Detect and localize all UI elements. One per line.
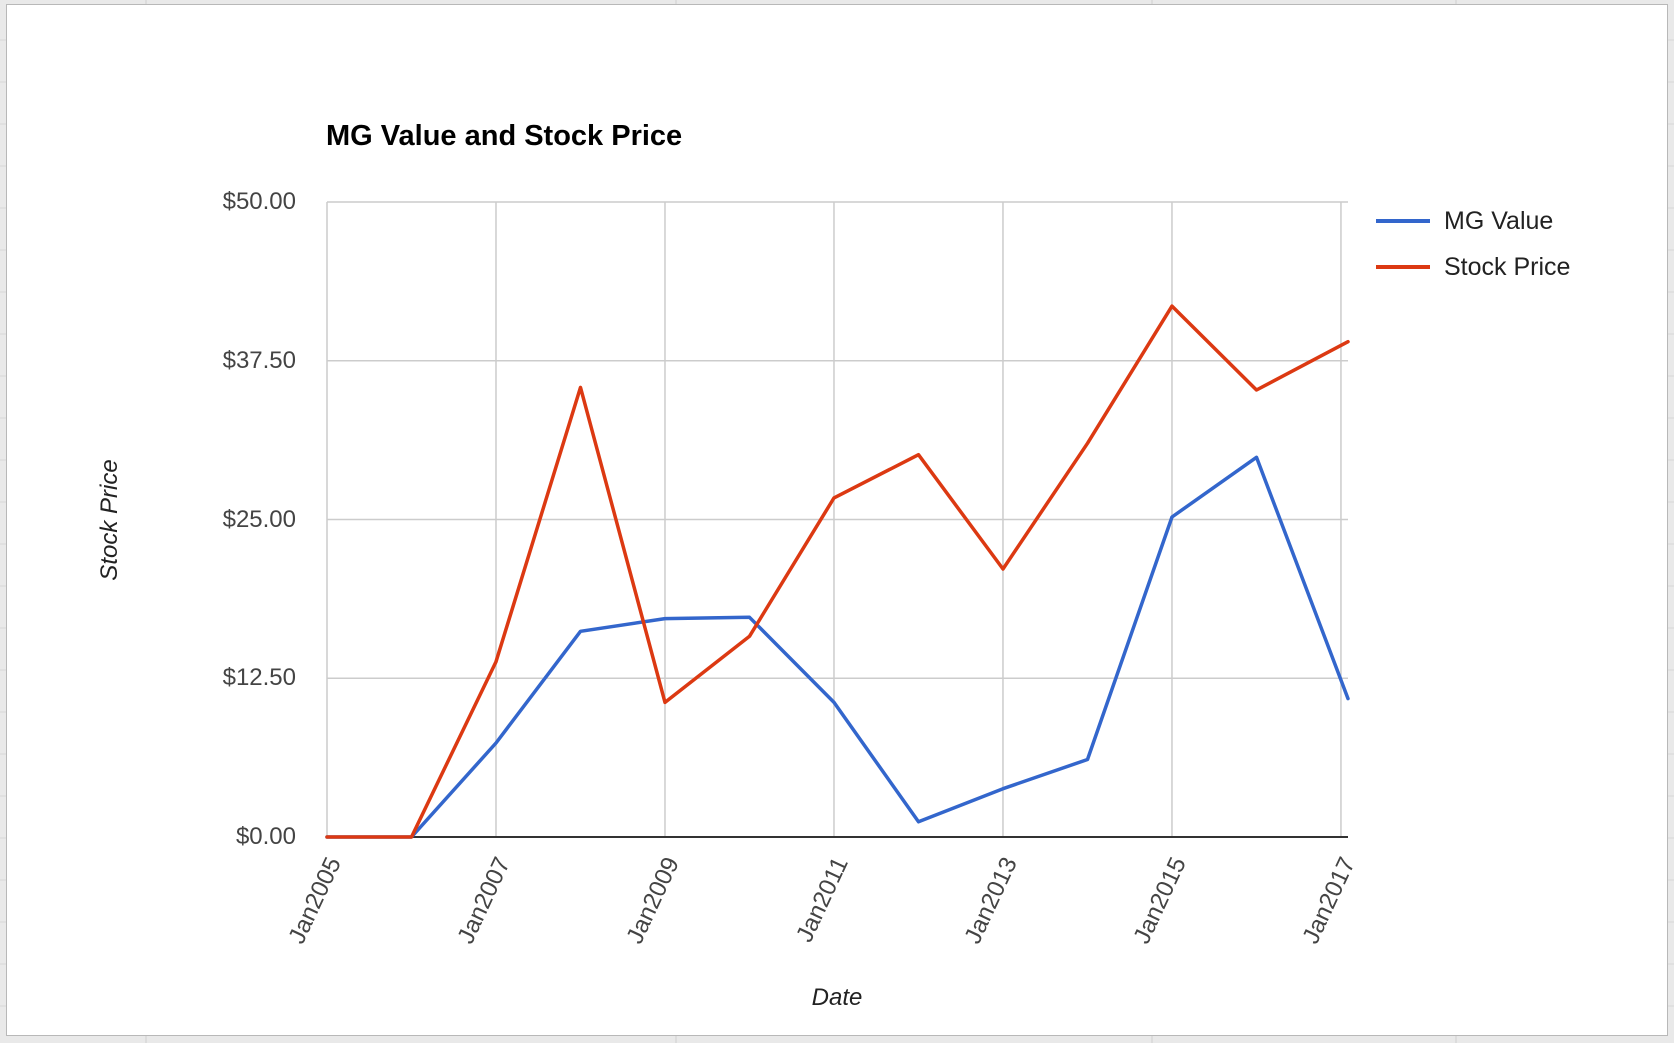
chart-legend: MG Value Stock Price	[1376, 198, 1570, 290]
series-line-stock-price[interactable]	[325, 304, 1350, 839]
y-tick-label: $0.00	[235, 823, 296, 850]
legend-item-stock-price[interactable]: Stock Price	[1376, 244, 1570, 290]
legend-item-mg-value[interactable]: MG Value	[1376, 198, 1570, 244]
series-line-mg-value[interactable]	[325, 455, 1350, 839]
y-tick-label: $25.00	[222, 505, 296, 533]
y-tick-label: $12.50	[222, 664, 296, 692]
y-tick-label: $37.50	[222, 346, 296, 374]
legend-label: Stock Price	[1444, 252, 1571, 281]
legend-label: MG Value	[1444, 206, 1554, 235]
legend-swatch-stock-price	[1376, 265, 1430, 269]
y-axis-title: Stock Price	[96, 459, 123, 581]
chart-title: MG Value and Stock Price	[326, 120, 683, 152]
x-axis-title: Date	[811, 984, 863, 1011]
legend-swatch-mg-value	[1376, 219, 1430, 223]
y-tick-label: $50.00	[222, 188, 296, 215]
